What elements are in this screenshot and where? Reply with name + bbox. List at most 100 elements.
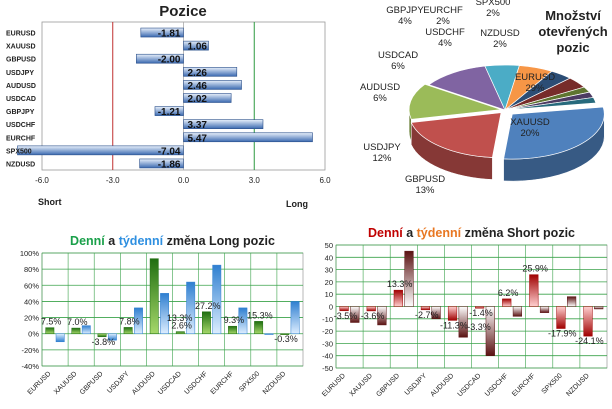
pozice-value-label: -1.86 [158, 159, 181, 170]
y-tick-label: -40% [21, 362, 39, 371]
y-tick-label: -20 [322, 327, 333, 336]
bar-series-2 [134, 307, 143, 334]
pozice-bar [154, 106, 184, 116]
pozice-category-label: USDCAD [6, 96, 36, 103]
bar-series-2 [350, 306, 360, 323]
pie-slice-label: USDCAD [378, 50, 418, 61]
pozice-value-label: 1.06 [188, 42, 208, 53]
x-category-label: EURCHF [511, 372, 537, 398]
y-tick-label: -30 [322, 339, 333, 348]
bar-series-2 [594, 306, 604, 310]
pozice-category-label: GBPJPY [6, 109, 35, 116]
pie-slice-value: 2% [486, 8, 500, 19]
x-category-label: NZDUSD [262, 370, 288, 396]
data-label: 7.0% [67, 317, 88, 327]
bar-series-2 [485, 306, 495, 356]
x-category-label: GBPUSD [79, 370, 105, 396]
data-label: 7.5% [41, 317, 62, 327]
pie-title: Množství [545, 8, 601, 23]
y-tick-label: 0% [28, 330, 39, 339]
bar-series-2 [431, 306, 441, 320]
pie-slice-value: 29% [525, 83, 545, 94]
x-category-label: USDCAD [457, 372, 483, 398]
data-label: -2.7% [415, 310, 439, 320]
pozice-bar [183, 132, 313, 143]
data-label: -3.6% [361, 311, 385, 321]
chart-title-part: týdenní [119, 234, 164, 248]
pozice-category-label: GBPUSD [6, 57, 36, 64]
pozice-bar [183, 93, 232, 103]
pozice-category-label: USDJPY [6, 70, 34, 77]
pie-slice-value: 4% [438, 38, 452, 49]
pie-slice-value: 6% [373, 93, 387, 104]
bar-series-2 [567, 296, 577, 307]
bar-series-1 [420, 306, 431, 311]
y-tick-label: 30 [325, 266, 333, 275]
bar-series-2 [55, 333, 65, 343]
pozice-bar [183, 80, 242, 90]
pozice-x-tick: -3.0 [106, 176, 120, 185]
data-label: -3.3% [467, 322, 491, 332]
data-label: 27.2% [195, 301, 221, 311]
data-label: 6.2% [498, 288, 519, 298]
x-category-label: NZDUSD [565, 372, 591, 398]
pozice-category-label: XAUUSD [6, 44, 36, 51]
data-label: -3.5% [334, 311, 358, 321]
y-tick-label: 20% [24, 314, 39, 323]
y-tick-label: -50 [322, 364, 333, 373]
pozice-long-label: Long [286, 199, 308, 209]
pozice-bar [17, 145, 184, 156]
x-category-label: AUDUSD [430, 372, 456, 398]
pie-slice-value: 6% [391, 61, 405, 72]
pozice-bar [183, 67, 238, 77]
pozice-value-label: -2.00 [158, 55, 181, 66]
bar-series-1 [556, 306, 566, 329]
chart-title: Denní a týdenní změna Long pozic [70, 234, 275, 248]
pie-slice-value: 4% [398, 16, 412, 27]
x-category-label: USDCHF [183, 370, 209, 396]
bar-series-1 [529, 274, 539, 307]
data-label: -3.8% [92, 337, 116, 347]
data-label: 15.3% [247, 310, 273, 320]
pozice-category-label: EURUSD [6, 31, 36, 38]
data-label: 7.8% [119, 316, 140, 326]
data-label: 9.3% [224, 315, 245, 325]
pozice-category-label: EURCHF [6, 135, 36, 142]
bar-series-1 [475, 306, 485, 309]
pie-title: otevřených [538, 24, 607, 39]
data-label: 13.3% [387, 279, 413, 289]
bar-series-2 [539, 306, 550, 313]
y-tick-label: -10 [322, 315, 333, 324]
pozice-x-tick: 6.0 [319, 176, 331, 185]
y-tick-label: 60% [24, 281, 39, 290]
pozice-value-label: -1.81 [158, 29, 181, 40]
y-tick-label: 20 [325, 278, 333, 287]
x-category-label: EURCHF [210, 370, 236, 396]
bar-series-2 [404, 250, 414, 307]
pozice-x-tick: -6.0 [35, 176, 49, 185]
pie-slice [428, 65, 506, 111]
pozice-category-label: AUDUSD [6, 83, 36, 90]
data-label: -24.1% [575, 336, 604, 346]
y-tick-label: 100% [20, 249, 40, 258]
x-category-label: SPX500 [238, 370, 261, 393]
data-label: -11.3% [440, 320, 468, 330]
pozice-bar [183, 119, 264, 129]
x-category-label: USDJPY [404, 372, 429, 397]
chart-title-part: změna Short pozic [461, 226, 575, 240]
chart-title-part: a [105, 234, 119, 248]
pie-slice-label: EURUSD [515, 72, 555, 83]
y-tick-label: 0 [329, 303, 333, 312]
pie-slice-label: NZDUSD [480, 28, 520, 39]
pie-slice-label: SPX500 [476, 0, 511, 8]
x-category-label: XAUUSD [53, 370, 79, 396]
pie-slice-label: USDJPY [363, 142, 401, 153]
bar-series-1 [583, 306, 593, 337]
pozice-category-label: SPX500 [6, 148, 32, 155]
bar-series-2 [212, 264, 222, 334]
pozice-value-label: 2.02 [188, 94, 208, 105]
y-tick-label: -40 [322, 352, 333, 361]
bar-series-2 [458, 306, 468, 338]
x-category-label: USDCHF [484, 372, 510, 398]
pie-slice-value: 20% [520, 128, 540, 139]
